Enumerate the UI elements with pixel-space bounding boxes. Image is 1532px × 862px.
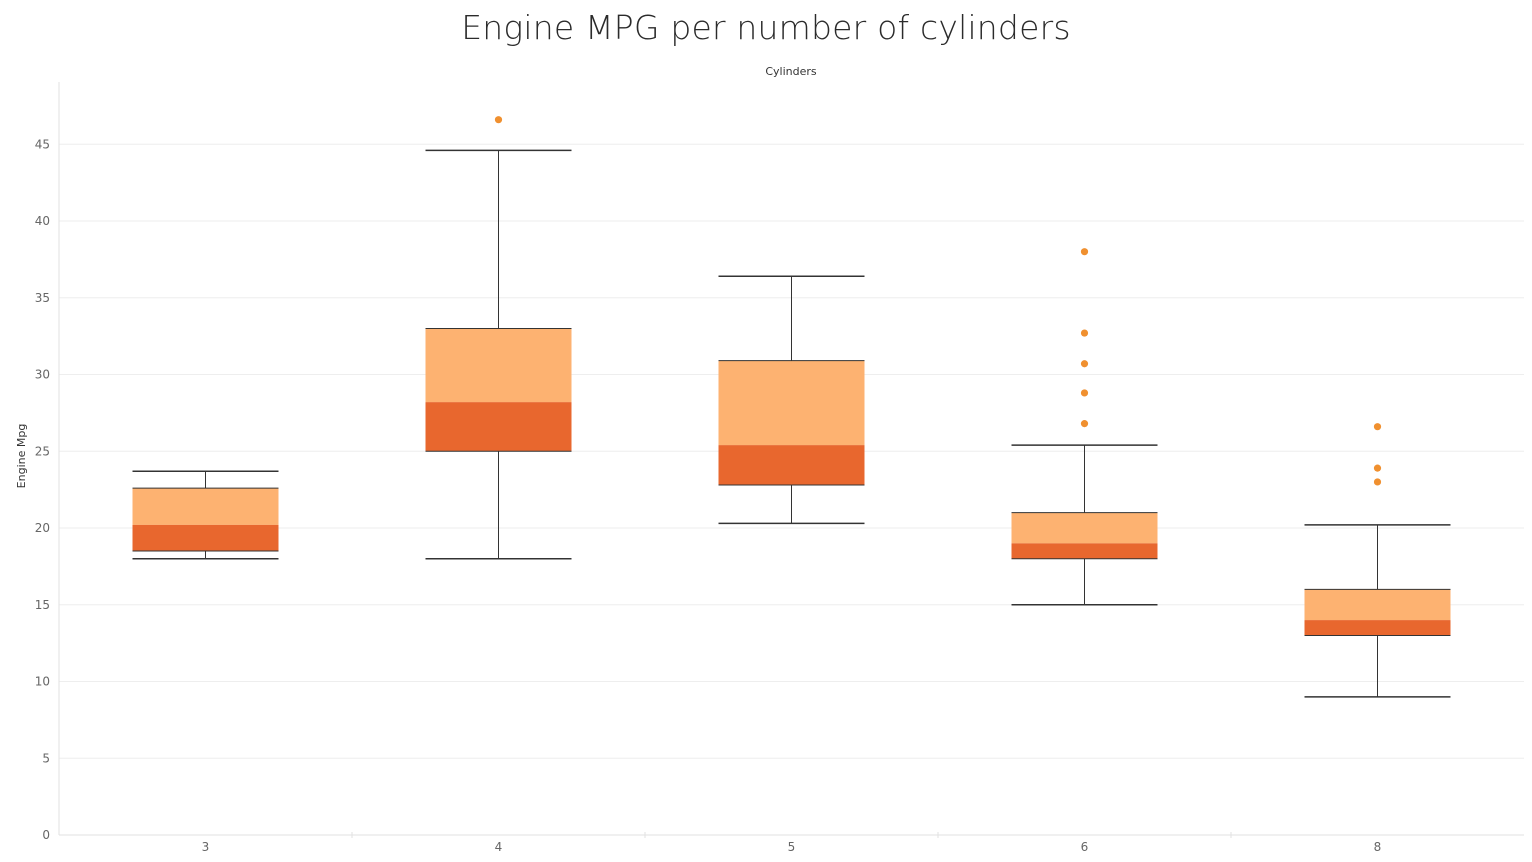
box-lower-3 (132, 524, 279, 552)
x-tick-label-5: 5 (788, 840, 796, 854)
box-lower-8 (1304, 620, 1451, 636)
outlier-point (1080, 420, 1089, 428)
outlier-point (1080, 329, 1089, 337)
axes (58, 82, 1524, 838)
box-upper-5 (718, 360, 865, 446)
y-tick-label: 25 (35, 444, 50, 458)
outlier-point (1373, 478, 1382, 486)
box-lower-6 (1011, 543, 1158, 559)
box-lower-5 (718, 445, 865, 486)
outlier-point (1080, 389, 1089, 397)
box-4 (425, 116, 572, 560)
outlier-point (494, 116, 503, 124)
x-axis-title: Cylinders (765, 65, 817, 78)
box-lower-4 (425, 402, 572, 452)
box-6 (1011, 248, 1158, 606)
y-axis-title: Engine Mpg (15, 424, 28, 489)
box-upper-6 (1011, 512, 1158, 544)
y-tick-label: 45 (35, 137, 50, 151)
x-tick-label-6: 6 (1081, 840, 1089, 854)
box-upper-4 (425, 328, 572, 403)
y-tick-label: 0 (42, 828, 50, 842)
box-upper-8 (1304, 589, 1451, 621)
outlier-point (1080, 360, 1089, 368)
y-tick-label: 35 (35, 291, 50, 305)
boxes (132, 116, 1451, 698)
box-3 (132, 470, 279, 560)
outlier-point (1373, 423, 1382, 431)
y-tick-label: 20 (35, 521, 50, 535)
y-tick-label: 5 (42, 751, 50, 765)
outlier-point (1080, 248, 1089, 256)
box-5 (718, 275, 865, 525)
y-tick-label: 40 (35, 214, 50, 228)
x-tick-label-8: 8 (1374, 840, 1382, 854)
box-8 (1304, 423, 1451, 698)
chart-title: Engine MPG per number of cylinders (461, 8, 1071, 47)
y-tick-label: 30 (35, 368, 50, 382)
outlier-point (1373, 464, 1382, 472)
box-upper-3 (132, 488, 279, 525)
y-tick-label: 15 (35, 598, 50, 612)
y-tick-label: 10 (35, 675, 50, 689)
x-tick-label-3: 3 (202, 840, 210, 854)
x-tick-label-4: 4 (495, 840, 503, 854)
